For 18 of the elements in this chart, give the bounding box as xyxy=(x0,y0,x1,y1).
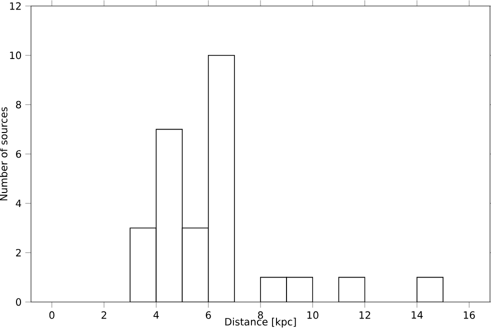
x-tick-label: 8 xyxy=(258,311,263,319)
x-tick-label: 6 xyxy=(206,311,211,319)
y-tick-label: 4 xyxy=(16,200,22,207)
y-tick-label: 8 xyxy=(16,100,22,108)
y-tick-label: 2 xyxy=(16,248,21,256)
y-axis-title: Number of sources xyxy=(0,107,8,200)
x-tick-label: 14 xyxy=(412,311,423,319)
y-tick-label: 0 xyxy=(16,298,22,306)
y-tick-label: 6 xyxy=(16,150,22,158)
x-tick-label: 2 xyxy=(102,311,106,319)
x-tick-label: 4 xyxy=(153,311,159,319)
x-tick-label: 16 xyxy=(464,311,475,319)
y-tick-label: 10 xyxy=(10,52,22,60)
x-axis-title: Distance [kpc] xyxy=(225,318,296,328)
y-tick-label: 12 xyxy=(10,2,21,10)
x-tick-label: 0 xyxy=(49,311,54,319)
x-tick-label: 12 xyxy=(360,311,370,319)
x-tick-label: 10 xyxy=(307,311,318,319)
